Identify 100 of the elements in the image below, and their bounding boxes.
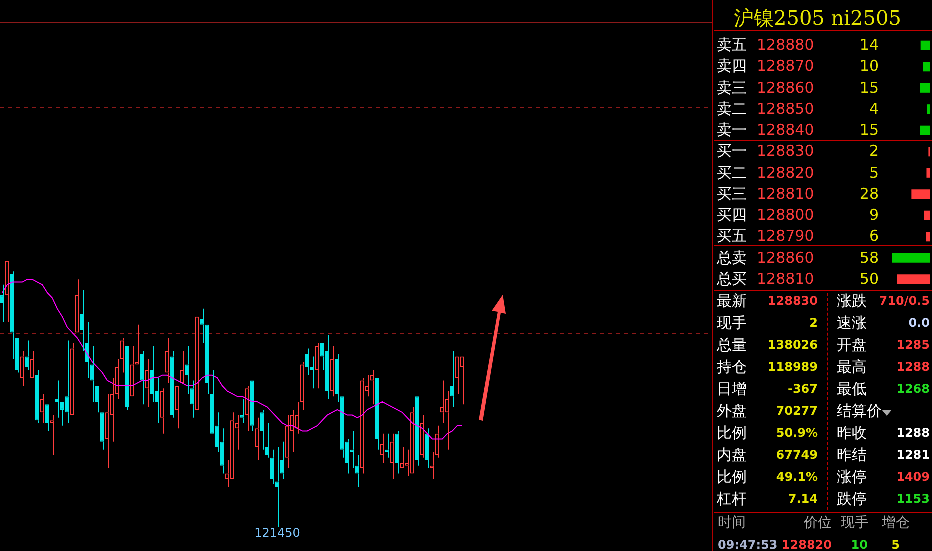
- data-label: 50: [860, 270, 879, 288]
- text: 710/0.5: [879, 294, 930, 308]
- candlestick: [390, 433, 394, 480]
- candlestick: [250, 380, 254, 432]
- candlestick: [300, 362, 304, 410]
- text: 2: [810, 316, 818, 330]
- text: 09:47:53: [718, 538, 778, 551]
- y-tick-label: 买二: [717, 164, 747, 182]
- text: 昨收: [837, 424, 867, 442]
- text: 比例: [717, 468, 747, 486]
- text: 涨跌: [837, 292, 867, 310]
- text: 0.0: [908, 316, 930, 330]
- text: 持仓: [717, 358, 747, 376]
- candlestick: [420, 414, 424, 458]
- data-label: 28: [860, 184, 879, 203]
- text: 结算价: [837, 402, 882, 420]
- text: 128870: [757, 57, 814, 76]
- data-label: 15: [860, 78, 879, 97]
- text: 杠杆: [717, 490, 747, 508]
- text: 日增: [717, 380, 747, 398]
- bar: [912, 190, 930, 200]
- bar: [926, 168, 930, 178]
- bar: [892, 253, 930, 263]
- candlestick: [426, 428, 430, 469]
- data-label: 4: [869, 100, 879, 118]
- text: 时间: [718, 515, 746, 531]
- text: 最低: [837, 380, 867, 398]
- text: 1268: [896, 382, 930, 396]
- text: 50.9%: [776, 426, 818, 440]
- text: 128880: [757, 36, 814, 54]
- text: 外盘: [717, 402, 747, 420]
- text: 10: [851, 538, 868, 551]
- candlestick: [450, 350, 454, 408]
- data-label: 6: [869, 227, 879, 246]
- text: 128860: [757, 78, 814, 97]
- bar: [920, 40, 930, 50]
- text: 118989: [768, 360, 818, 374]
- y-tick-label: 卖三: [717, 78, 747, 97]
- y-tick-label: 买五: [717, 227, 747, 246]
- candlestick: [76, 279, 80, 333]
- bar: [927, 104, 930, 114]
- y-tick-label: 买一: [717, 142, 747, 160]
- text: 增仓: [882, 515, 910, 531]
- candlestick: [180, 350, 184, 384]
- text: -367: [788, 382, 818, 396]
- text: 128820: [757, 164, 814, 182]
- candlestick: [6, 260, 10, 323]
- text: 最高: [837, 358, 867, 376]
- bar: [923, 62, 930, 72]
- candlestick: [160, 388, 164, 434]
- candlestick: [396, 430, 400, 474]
- text: 7.14: [788, 492, 818, 506]
- candlestick: [170, 350, 174, 418]
- text: 最新: [717, 292, 747, 310]
- candlestick: [120, 338, 124, 374]
- text: 67749: [776, 448, 818, 462]
- chart-title: 沪镍2505 ni2505: [734, 6, 902, 30]
- text: 128810: [757, 184, 814, 203]
- candlestick: [26, 340, 30, 371]
- candlestick: [316, 342, 320, 390]
- text: 128840: [757, 121, 814, 140]
- text: 128830: [768, 294, 818, 308]
- candlestick: [330, 346, 334, 398]
- y-tick-label: 卖五: [717, 36, 747, 54]
- text: 1409: [896, 470, 930, 484]
- text: 1288: [896, 360, 930, 374]
- candlestick: [126, 346, 130, 410]
- text: 内盘: [717, 446, 747, 464]
- data-label: 9: [869, 206, 879, 224]
- text: 1153: [896, 492, 930, 506]
- text: 涨停: [837, 468, 867, 486]
- y-tick-label: 卖一: [717, 121, 747, 140]
- y-tick-label: 卖二: [717, 100, 747, 118]
- text: 1281: [896, 448, 930, 462]
- text: 1288: [896, 426, 930, 440]
- candlestick: [40, 393, 44, 424]
- candlestick: [166, 338, 170, 384]
- bar: [920, 126, 930, 136]
- data-label: 2: [869, 142, 879, 160]
- candlestick: [50, 414, 54, 456]
- text: 128790: [757, 227, 814, 246]
- candlestick: [146, 358, 150, 408]
- candlestick: [36, 370, 40, 424]
- text: 128850: [757, 100, 814, 118]
- data-label: 58: [860, 248, 879, 267]
- candlestick: [20, 350, 24, 387]
- y-tick-label: 卖四: [717, 57, 747, 76]
- candlestick: [416, 396, 420, 466]
- text: 现手: [717, 314, 747, 332]
- text: 5: [892, 538, 900, 551]
- text: 价位: [804, 515, 832, 531]
- candlestick: [256, 417, 260, 461]
- candlestick: [0, 284, 4, 323]
- text: 比例: [717, 424, 747, 442]
- text: 开盘: [837, 336, 867, 354]
- text: 49.1%: [776, 470, 818, 484]
- text: 现手: [841, 515, 869, 531]
- data-label: 10: [860, 57, 879, 76]
- text: 昨结: [837, 446, 867, 464]
- text: 128810: [757, 270, 814, 288]
